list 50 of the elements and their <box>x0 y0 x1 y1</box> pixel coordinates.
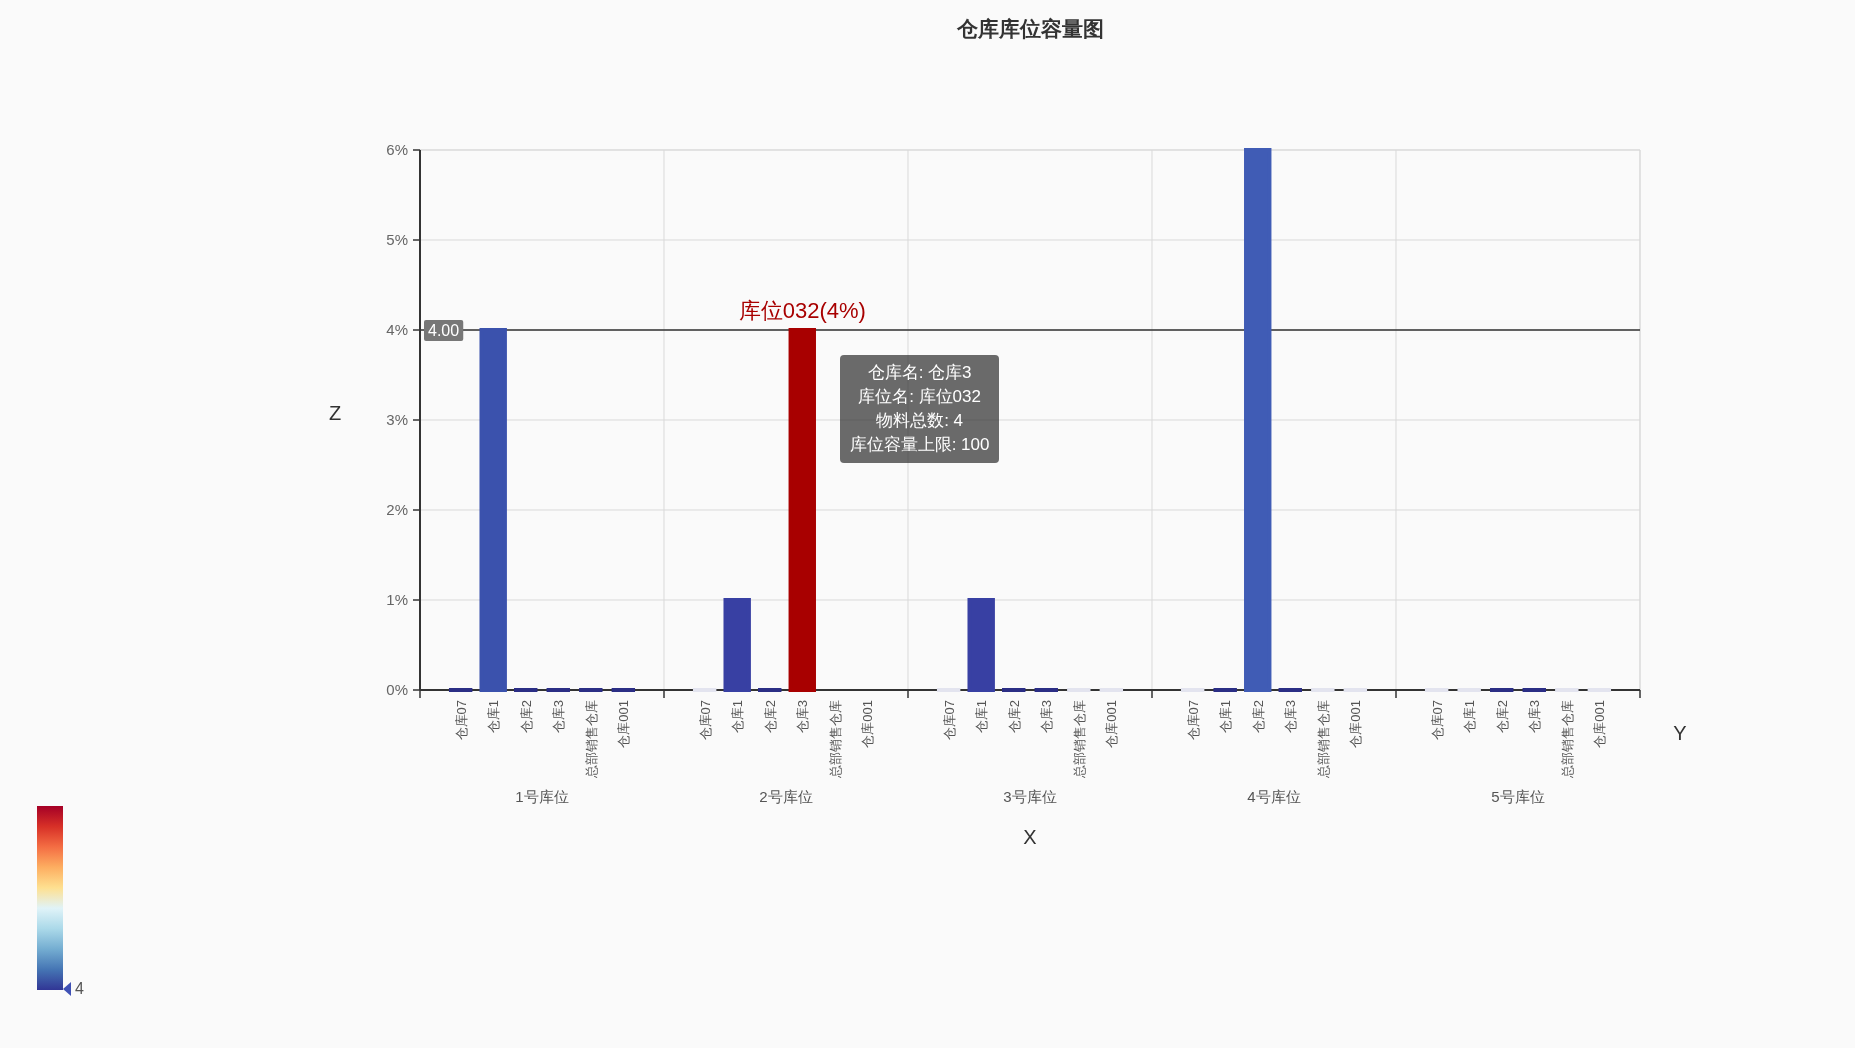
x-tick-label: 2号库位 <box>759 788 813 805</box>
legend-title: Y <box>1673 722 1687 744</box>
y-tick-label: 3% <box>386 411 408 428</box>
text: 仓库2 <box>762 700 778 734</box>
chart-title: 仓库库位容量图 <box>955 17 1104 40</box>
text: 总部销售仓库 <box>1071 700 1087 778</box>
x-axis-title: X <box>1023 826 1037 848</box>
text: 总部销售仓库 <box>827 700 843 778</box>
annotation: 仓库名: 仓库3 库位名: 库位032 物料总数: 4 库位容量上限: 100 <box>839 355 1000 464</box>
text: 仓库1 <box>730 700 746 734</box>
text: 仓库3 <box>1039 700 1055 734</box>
text: 仓库3 <box>551 700 567 734</box>
text: 仓库001 <box>1348 700 1364 748</box>
text: 总部销售仓库 <box>1559 700 1575 778</box>
text: 仓库001 <box>1592 700 1608 748</box>
text: 仓库3 <box>795 700 811 734</box>
text: 仓库2 <box>1006 700 1022 734</box>
y-tick-label: 4% <box>386 321 408 338</box>
text: 仓库1 <box>486 700 502 734</box>
text: 仓库2 <box>518 700 534 734</box>
text: 总部销售仓库 <box>583 700 599 779</box>
text: 仓库07 <box>1429 700 1445 741</box>
text: 仓库2 <box>1250 700 1266 734</box>
text: 仓库1 <box>1462 700 1478 734</box>
text: 4 <box>75 980 84 997</box>
data-label: 库位032(4%) <box>738 298 866 323</box>
text: 仓库07 <box>941 700 957 741</box>
y-tick-label: 5% <box>386 231 408 248</box>
text: 仓库07 <box>1185 700 1201 741</box>
y-axis-title: Z <box>328 402 342 424</box>
y-tick-label: 2% <box>386 501 408 518</box>
text: 仓库07 <box>697 700 713 741</box>
x-tick-label: 5号库位 <box>1491 788 1545 805</box>
text: 仓库2 <box>1494 700 1510 734</box>
text: 仓库3 <box>1527 700 1543 734</box>
x-tick-label: 3号库位 <box>1003 788 1057 805</box>
text: 仓库001 <box>616 700 632 748</box>
text: 仓库1 <box>1218 700 1234 734</box>
y-tick-label: 1% <box>386 591 408 608</box>
text: 仓库1 <box>974 700 990 734</box>
y-tick-label: 6% <box>386 141 408 158</box>
ref-line-label: 4.00 <box>428 322 460 339</box>
x-tick-label: 4号库位 <box>1247 788 1301 805</box>
text: 总部销售仓库 <box>1315 700 1331 778</box>
x-tick-label: 1号库位 <box>515 788 569 805</box>
text: 仓库001 <box>1104 700 1120 748</box>
text: 仓库07 <box>453 700 469 741</box>
text: 仓库001 <box>860 700 876 748</box>
text: 仓库3 <box>1283 700 1299 734</box>
y-tick-label: 0% <box>386 681 408 698</box>
